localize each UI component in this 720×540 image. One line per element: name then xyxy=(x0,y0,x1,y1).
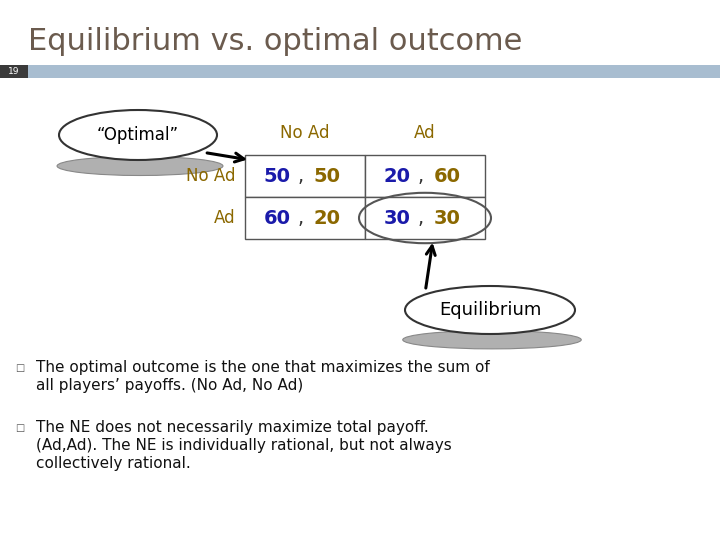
Text: Equilibrium: Equilibrium xyxy=(438,301,541,319)
Bar xyxy=(245,197,365,239)
Text: No Ad: No Ad xyxy=(280,124,330,142)
Ellipse shape xyxy=(57,157,223,176)
Text: 60: 60 xyxy=(264,208,290,227)
Text: ,: , xyxy=(298,166,304,186)
Text: The NE does not necessarily maximize total payoff.: The NE does not necessarily maximize tot… xyxy=(36,420,428,435)
Text: □: □ xyxy=(15,363,24,373)
Text: (Ad,Ad). The NE is individually rational, but not always: (Ad,Ad). The NE is individually rational… xyxy=(36,438,451,453)
Text: ,: , xyxy=(418,166,424,186)
Text: “Optimal”: “Optimal” xyxy=(97,126,179,144)
Ellipse shape xyxy=(402,330,581,349)
Text: Equilibrium vs. optimal outcome: Equilibrium vs. optimal outcome xyxy=(28,28,523,57)
Text: The optimal outcome is the one that maximizes the sum of: The optimal outcome is the one that maxi… xyxy=(36,360,490,375)
Text: 30: 30 xyxy=(433,208,460,227)
Text: Ad: Ad xyxy=(414,124,436,142)
Ellipse shape xyxy=(59,110,217,160)
Text: ,: , xyxy=(418,208,424,227)
Text: 19: 19 xyxy=(8,67,19,76)
Text: collectively rational.: collectively rational. xyxy=(36,456,191,471)
Text: all players’ payoffs. (No Ad, No Ad): all players’ payoffs. (No Ad, No Ad) xyxy=(36,378,303,393)
Text: Ad: Ad xyxy=(213,209,235,227)
Ellipse shape xyxy=(405,286,575,334)
Text: □: □ xyxy=(15,423,24,433)
Text: No Ad: No Ad xyxy=(186,167,235,185)
Bar xyxy=(0,65,720,78)
Bar xyxy=(365,197,485,239)
Text: 30: 30 xyxy=(384,208,410,227)
Bar xyxy=(365,155,485,197)
Text: 60: 60 xyxy=(433,166,461,186)
Bar xyxy=(0,65,28,78)
Bar xyxy=(245,155,365,197)
Text: 20: 20 xyxy=(313,208,341,227)
Text: 50: 50 xyxy=(264,166,290,186)
Text: 20: 20 xyxy=(384,166,410,186)
Text: 50: 50 xyxy=(313,166,341,186)
Text: ,: , xyxy=(298,208,304,227)
